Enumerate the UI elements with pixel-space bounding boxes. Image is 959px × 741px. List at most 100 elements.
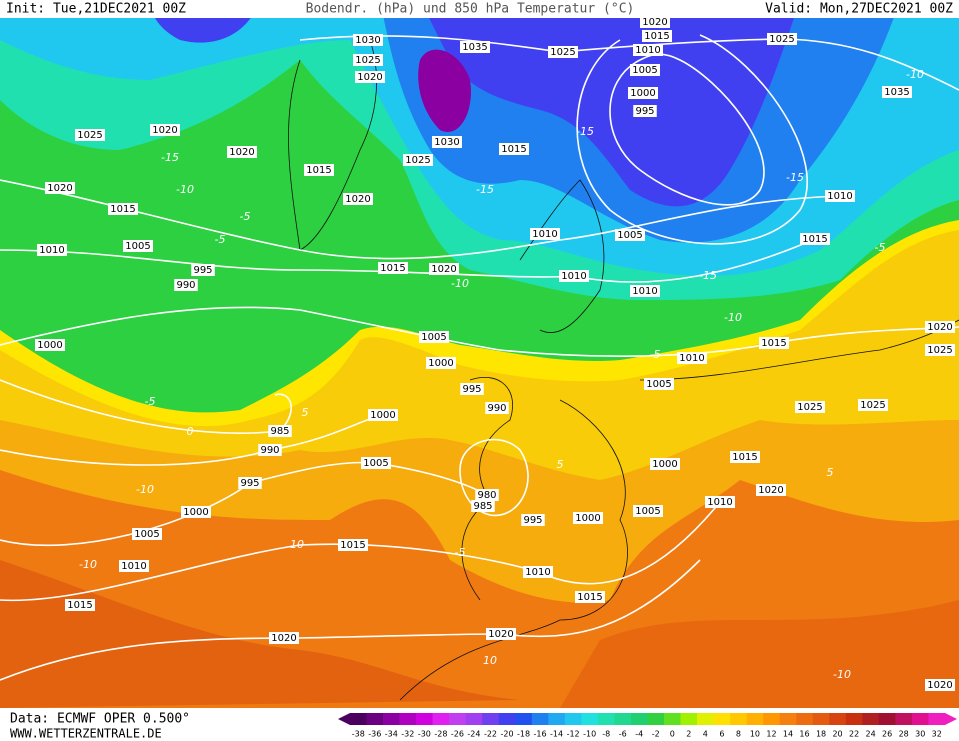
isobar-label: 1020 xyxy=(927,680,952,691)
legend-label: -8 xyxy=(602,730,610,739)
isotherm-label: 5 xyxy=(557,458,564,471)
isobar-label: 1005 xyxy=(635,506,660,517)
isobar-label-box xyxy=(343,193,373,205)
legend-swatch xyxy=(697,713,714,725)
color-legend: -38 -36 -34 -32 -30 -28 -26 -24 -22 -20 -18 -16 -14-… xyxy=(338,713,957,739)
isobar-label: 1025 xyxy=(550,47,575,58)
isobar-label-box xyxy=(123,240,153,252)
isobar-label-box xyxy=(628,87,658,99)
isobar-label-box xyxy=(485,402,509,414)
isobar-label: 1025 xyxy=(769,34,794,45)
isobar-label: 990 xyxy=(176,280,195,291)
legend-swatch xyxy=(812,713,830,725)
legend-label: 28 xyxy=(899,730,909,739)
legend-label: 30 xyxy=(915,730,925,739)
isobar-label: 1015 xyxy=(380,263,405,274)
legend-label: -12 xyxy=(567,730,580,739)
legend-swatch xyxy=(680,713,698,725)
legend-swatch xyxy=(515,713,533,725)
legend-swatch xyxy=(829,713,847,725)
isobar-label-box xyxy=(630,64,660,76)
isobar-label: 1015 xyxy=(732,452,757,463)
isobar-label: 1005 xyxy=(646,379,671,390)
isobar xyxy=(0,461,488,547)
isobar-label: 1020 xyxy=(152,125,177,136)
isobar-label: 995 xyxy=(193,265,212,276)
isobar-label-box xyxy=(523,566,553,578)
isobar-label-box xyxy=(119,560,149,572)
legend-swatch xyxy=(564,713,582,725)
isobar-label-box xyxy=(338,539,368,551)
isobar-label-box xyxy=(705,496,735,508)
isobar-label-box xyxy=(355,71,385,83)
isobar-label: 1010 xyxy=(561,271,586,282)
isobar-label-box xyxy=(353,54,383,66)
isobar-label: 1020 xyxy=(47,183,72,194)
isobar-label: 1025 xyxy=(355,55,380,66)
legend-swatch xyxy=(647,713,665,725)
isobar xyxy=(0,379,292,434)
isobar-label-box xyxy=(825,190,855,202)
isobar xyxy=(459,438,529,517)
isotherm-label: -5 xyxy=(650,348,661,361)
coastline xyxy=(461,377,513,601)
isobar-label: 1010 xyxy=(707,497,732,508)
legend-swatch xyxy=(399,713,417,725)
isobar xyxy=(0,501,721,602)
isobar-label-box xyxy=(633,105,657,117)
isotherm-label: -5 xyxy=(240,210,251,223)
isotherm-label: 5 xyxy=(827,466,834,479)
isobar-label-box xyxy=(75,129,105,141)
isobar-label: 1015 xyxy=(110,204,135,215)
isobar-label-box xyxy=(227,146,257,158)
valid-time: Valid: Mon,27DEC2021 00Z xyxy=(765,2,953,17)
isobar-label: 1030 xyxy=(434,137,459,148)
legend-label: 14 xyxy=(783,730,793,739)
coastline xyxy=(288,39,377,251)
isotherm-label: -10 xyxy=(724,311,742,324)
isobar-label: 1030 xyxy=(355,35,380,46)
isobar-label: 995 xyxy=(635,106,654,117)
legend-swatch xyxy=(713,713,731,725)
isobar-label-box xyxy=(630,285,660,297)
isobar-label-box xyxy=(65,599,95,611)
isobar-label: 1020 xyxy=(357,72,382,83)
isobar-label-box xyxy=(759,337,789,349)
legend-swatch xyxy=(664,713,681,725)
coastline xyxy=(519,179,605,333)
isobar-label: 1000 xyxy=(37,340,62,351)
legend-arrow-left xyxy=(338,713,350,725)
legend-label: -30 xyxy=(418,730,431,739)
isobar-label: 1020 xyxy=(431,264,456,275)
isobar xyxy=(0,306,959,357)
isobar-label-box xyxy=(559,270,589,282)
isotherm-label: -10 xyxy=(136,483,154,496)
isobar-label-box xyxy=(258,444,282,456)
legend-label: 18 xyxy=(816,730,826,739)
isobar-label: 1020 xyxy=(345,194,370,205)
legend-swatch xyxy=(531,713,549,725)
isotherm-label: 10 xyxy=(483,654,497,667)
field-warmer xyxy=(560,600,959,708)
legend-label: -34 xyxy=(385,730,398,739)
legend-swatch xyxy=(614,713,632,725)
legend-label: 12 xyxy=(766,730,776,739)
isobar-label-box xyxy=(304,164,334,176)
isobar-label-box xyxy=(37,244,67,256)
isobar-label: 1020 xyxy=(642,17,667,28)
isobar-label: 1010 xyxy=(525,567,550,578)
legend-label: -22 xyxy=(484,730,497,739)
isobar-label-box xyxy=(174,279,198,291)
isobar xyxy=(576,34,808,245)
isobar-label: 995 xyxy=(523,515,542,526)
legend-swatch xyxy=(432,713,450,725)
isobar-label-box xyxy=(238,477,262,489)
isobar-label: 1015 xyxy=(67,600,92,611)
legend-swatch xyxy=(779,713,797,725)
legend-label: 2 xyxy=(686,730,691,739)
isobar-label: 995 xyxy=(462,384,481,395)
isobar-label-box xyxy=(756,484,786,496)
isotherm-label: -15 xyxy=(786,171,804,184)
